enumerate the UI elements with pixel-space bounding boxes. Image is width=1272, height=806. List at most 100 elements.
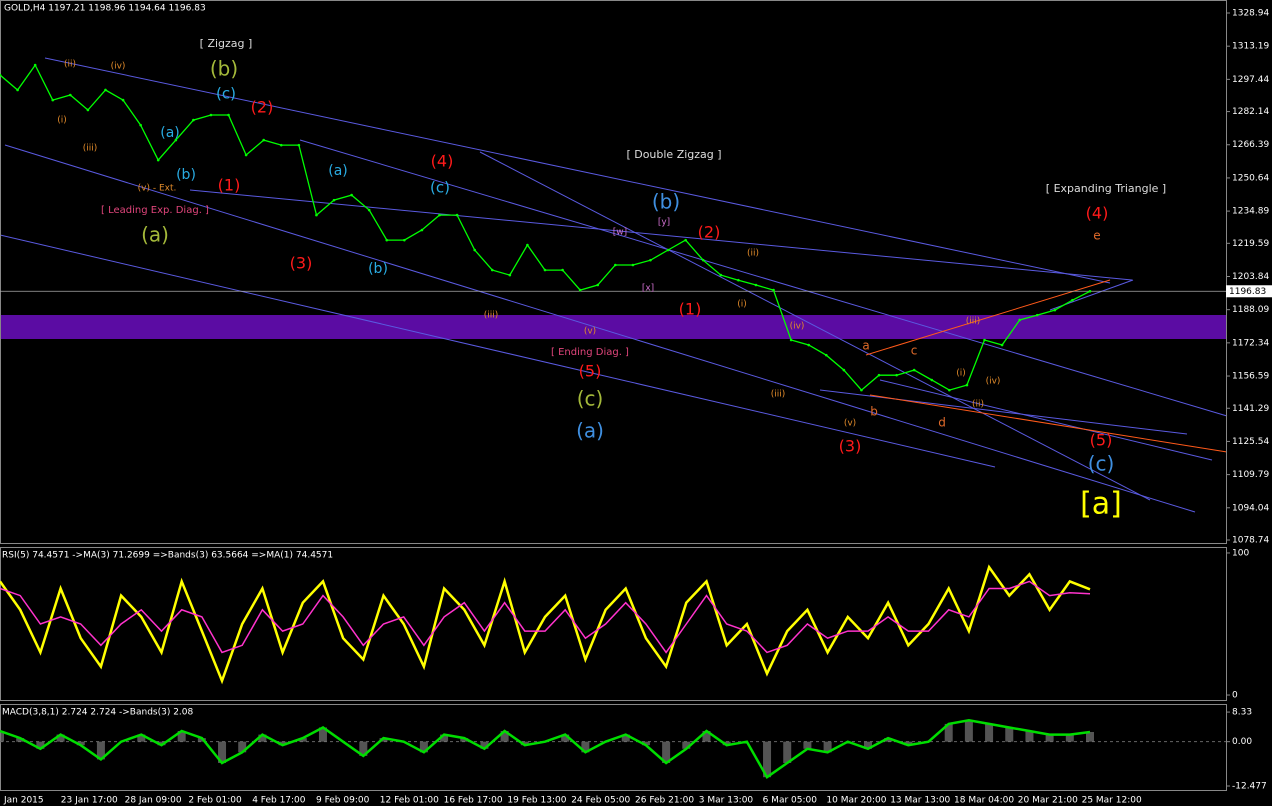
price-point <box>174 138 178 142</box>
price-point <box>192 118 195 122</box>
price-point <box>16 88 19 92</box>
triangle-line <box>865 279 1111 356</box>
price-point <box>156 158 160 162</box>
histogram-bar <box>803 741 812 749</box>
wave-label: (iii) <box>966 317 981 327</box>
price-point <box>1053 308 1057 312</box>
price-point <box>455 213 459 217</box>
y-tick-label: 1109.79 <box>1232 470 1269 480</box>
wave-label: [a] <box>1080 487 1122 522</box>
price-point <box>86 108 90 112</box>
triangle-line <box>869 394 1228 453</box>
price-point <box>526 243 529 247</box>
y-tick-label: 100 <box>1232 548 1249 558</box>
trendline <box>299 139 1228 417</box>
histogram-bar <box>419 741 428 753</box>
price-point <box>1035 313 1039 317</box>
price-point <box>0 73 2 77</box>
y-tick-label: 1297.44 <box>1232 75 1269 85</box>
wave-label: (3) <box>290 254 313 273</box>
wave-label: [x] <box>642 284 654 294</box>
x-tick-label: 23 Jan 17:00 <box>61 796 118 806</box>
histogram-bar <box>137 734 146 742</box>
y-tick-label: 8.33 <box>1232 708 1252 718</box>
wave-label: (iii) <box>771 390 786 400</box>
price-point <box>596 283 600 287</box>
y-tick-label: 1282.14 <box>1232 107 1269 117</box>
wave-label: (c) <box>577 387 604 411</box>
histogram-bar <box>440 734 449 742</box>
histogram-bar <box>561 734 570 742</box>
price-point <box>332 198 336 202</box>
wave-label: (a) <box>576 419 604 443</box>
wave-label: a <box>862 339 869 353</box>
histogram-bar <box>722 741 731 746</box>
wave-label: (1) <box>679 300 702 319</box>
wave-label: c <box>911 344 918 358</box>
wave-label: (i) <box>956 369 966 379</box>
x-tick-label: 2 Feb 01:00 <box>188 796 242 806</box>
histogram-bar <box>884 738 893 742</box>
price-point <box>807 343 811 347</box>
rsi-frame <box>0 547 1227 701</box>
price-point <box>121 98 125 102</box>
price-point <box>912 368 916 372</box>
wave-label: (2) <box>251 98 274 117</box>
price-point <box>877 373 881 377</box>
price-point <box>737 278 740 282</box>
x-tick-label: 3 Mar 13:00 <box>699 796 754 806</box>
wave-label: [ Double Zigzag ] <box>626 148 721 161</box>
price-point <box>631 263 635 267</box>
price-point <box>473 248 476 252</box>
wave-label: (a) <box>328 163 348 179</box>
series-line <box>0 719 1091 780</box>
x-tick-label: 28 Jan 09:00 <box>125 796 182 806</box>
price-point <box>614 263 617 267</box>
histogram-bar <box>904 741 913 746</box>
price-point <box>754 283 758 287</box>
wave-label: (b) <box>368 261 388 277</box>
histogram-bar <box>1065 734 1074 742</box>
price-point <box>1071 298 1074 302</box>
x-tick-label: 25 Mar 12:00 <box>1082 796 1142 806</box>
price-point <box>1000 343 1004 347</box>
wave-label: [ Expanding Triangle ] <box>1046 182 1166 195</box>
y-tick-label: 1266.39 <box>1232 140 1269 150</box>
histogram-bar <box>641 741 650 746</box>
price-point <box>789 338 793 342</box>
histogram-bar <box>581 741 590 753</box>
y-tick-label: 0.00 <box>1232 737 1252 747</box>
wave-label: (v) <box>844 419 856 429</box>
histogram-bar <box>76 741 85 746</box>
wave-label: (b) <box>176 167 196 183</box>
frames <box>0 0 1227 791</box>
histogram-bar <box>258 734 267 742</box>
price-point <box>930 378 934 382</box>
x-tick-label: 19 Feb 13:00 <box>507 796 566 806</box>
histogram-bar <box>1086 731 1094 742</box>
y-tick-label: 1078.74 <box>1232 536 1269 546</box>
y-tick-label: 1172.34 <box>1232 338 1269 348</box>
wave-label: (i) <box>737 300 747 310</box>
y-tick-label: -12.477 <box>1232 782 1267 792</box>
y-tick-label: 1125.54 <box>1232 437 1269 447</box>
price-point <box>385 238 389 242</box>
wave-label: [ Ending Diag. ] <box>551 347 629 358</box>
y-tick-label: 1219.59 <box>1232 239 1269 249</box>
x-tick-label: 9 Feb 09:00 <box>316 796 370 806</box>
y-tick-label: 1234.89 <box>1232 207 1269 217</box>
histogram-bar <box>1045 734 1054 742</box>
histogram-bar <box>682 741 691 749</box>
y-tick-label: 1203.84 <box>1232 272 1269 282</box>
wave-label: (iv) <box>986 377 1001 387</box>
wave-label: (v) <box>584 327 596 337</box>
price-point <box>209 113 213 117</box>
price-point <box>490 268 494 272</box>
wave-label: [w] <box>613 228 627 238</box>
price-point <box>139 123 142 127</box>
wave-label: (5) <box>579 362 602 381</box>
wave-label: (i) <box>57 116 67 126</box>
price-point <box>350 193 353 197</box>
wave-label: (b) <box>210 57 238 81</box>
current-price-box <box>1226 285 1272 298</box>
